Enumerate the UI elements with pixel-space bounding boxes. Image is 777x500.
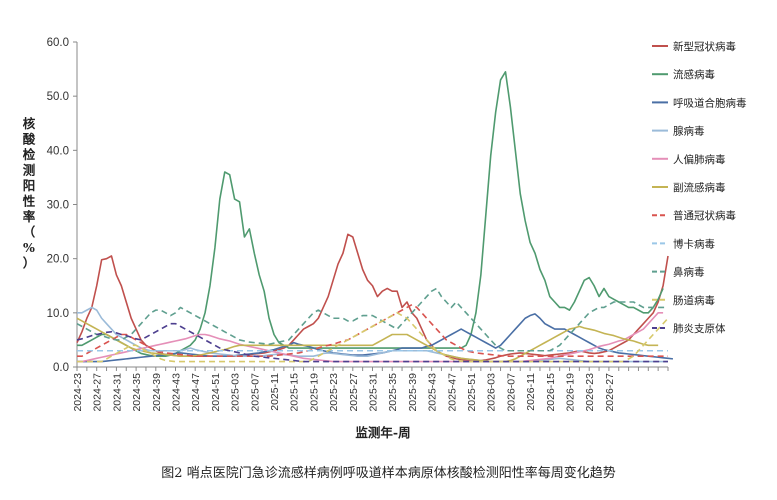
legend-label: 人偏肺病毒	[673, 153, 726, 166]
x-tick-label: 2026-23	[584, 373, 596, 412]
x-axis-title: 监测年-周	[355, 425, 410, 440]
series-line-1	[77, 70, 664, 357]
y-tick-label: 40.0	[47, 145, 69, 157]
series-line-10	[76, 322, 668, 363]
y-tick-label: 50.0	[47, 91, 69, 103]
y-title-char: %	[23, 240, 35, 255]
x-tick-label: 2024-27	[92, 373, 104, 412]
y-title-char: 性	[22, 194, 36, 209]
legend-label: 腺病毒	[673, 125, 705, 138]
x-tick-label: 2025-19	[308, 373, 320, 412]
figure-caption: 图2 哨点医院门急诊流感样病例呼吸道样本病原体核酸检测阳性率每周变化趋势	[161, 466, 616, 481]
series-line-9	[77, 312, 669, 363]
y-title-char: 检	[23, 147, 36, 162]
x-tick-label: 2025-03	[230, 373, 242, 412]
legend-label: 新型冠状病毒	[673, 40, 736, 53]
x-tick-label: 2024-43	[171, 373, 183, 412]
legend-label: 普通冠状病毒	[673, 209, 736, 222]
y-tick-label: 30.0	[47, 200, 69, 212]
series-line-8	[76, 287, 668, 352]
legend-label: 副流感病毒	[673, 181, 726, 194]
x-tick-label: 2024-31	[111, 373, 123, 412]
x-tick-label: 2025-31	[368, 373, 380, 412]
legend-label: 流感病毒	[673, 68, 715, 81]
y-tick-label: 20.0	[47, 254, 69, 266]
y-title-char: ）	[23, 256, 36, 271]
legend-label: 肠道病毒	[673, 294, 715, 307]
x-tick-label: 2025-27	[348, 373, 360, 412]
x-tick-label: 2025-15	[289, 373, 301, 412]
legend-label: 博卡病毒	[673, 237, 715, 250]
y-tick-label: 0.0	[53, 362, 69, 374]
x-tick-label: 2025-39	[407, 373, 419, 412]
y-tick-label: 60.0	[47, 37, 69, 49]
y-axis: 0.0 10.0 20.0 30.0 40.0 50.0 60.0	[47, 37, 78, 374]
x-tick-label: 2026-11	[525, 373, 537, 411]
x-tick-label: 2024-23	[72, 373, 84, 412]
x-tick-label: 2025-23	[328, 373, 340, 412]
x-tick-label: 2024-47	[190, 373, 202, 412]
y-title-char: 核	[23, 116, 36, 131]
y-title-char: 测	[23, 163, 36, 178]
x-tick-label: 2024-35	[131, 373, 143, 412]
legend: 新型冠状病毒流感病毒呼吸道合胞病毒腺病毒人偏肺病毒副流感病毒普通冠状病毒博卡病毒…	[652, 40, 747, 335]
x-tick-label: 2026-07	[505, 373, 517, 412]
x-tick-label: 2025-35	[387, 373, 399, 412]
series-line-4	[77, 312, 664, 363]
x-tick-label: 2025-47	[446, 373, 458, 412]
x-tick-label: 2026-03	[486, 373, 498, 412]
plot-area	[76, 70, 674, 363]
x-axis: 2024-23 2024-27 2024-31 2024-35 2024-39 2024-…	[72, 366, 669, 412]
y-title-char: （	[23, 225, 36, 240]
x-tick-label: 2025-11	[269, 373, 281, 411]
series-line-5	[76, 317, 659, 363]
series-line-3	[77, 306, 668, 363]
y-tick-label: 10.0	[47, 308, 69, 320]
x-tick-label: 2026-27	[604, 373, 616, 412]
x-tick-label: 2026-19	[565, 373, 577, 412]
x-tick-label: 2024-39	[151, 373, 163, 412]
series-line-0	[76, 233, 669, 362]
y-title-char: 阳	[23, 178, 36, 193]
x-tick-label: 2025-51	[466, 373, 478, 412]
legend-label: 呼吸道合胞病毒	[673, 96, 747, 109]
y-title-char: 酸	[23, 132, 36, 147]
x-tick-label: 2025-43	[427, 373, 439, 412]
x-tick-label: 2025-07	[249, 373, 261, 412]
x-tick-label: 2026-15	[545, 373, 557, 412]
legend-label: 肺炎支原体	[673, 323, 726, 335]
y-axis-title: 核酸检测阳性率（%）	[22, 116, 36, 271]
x-tick-label: 2024-51	[210, 373, 222, 412]
legend-label: 鼻病毒	[673, 266, 705, 279]
y-title-char: 率	[23, 209, 36, 224]
